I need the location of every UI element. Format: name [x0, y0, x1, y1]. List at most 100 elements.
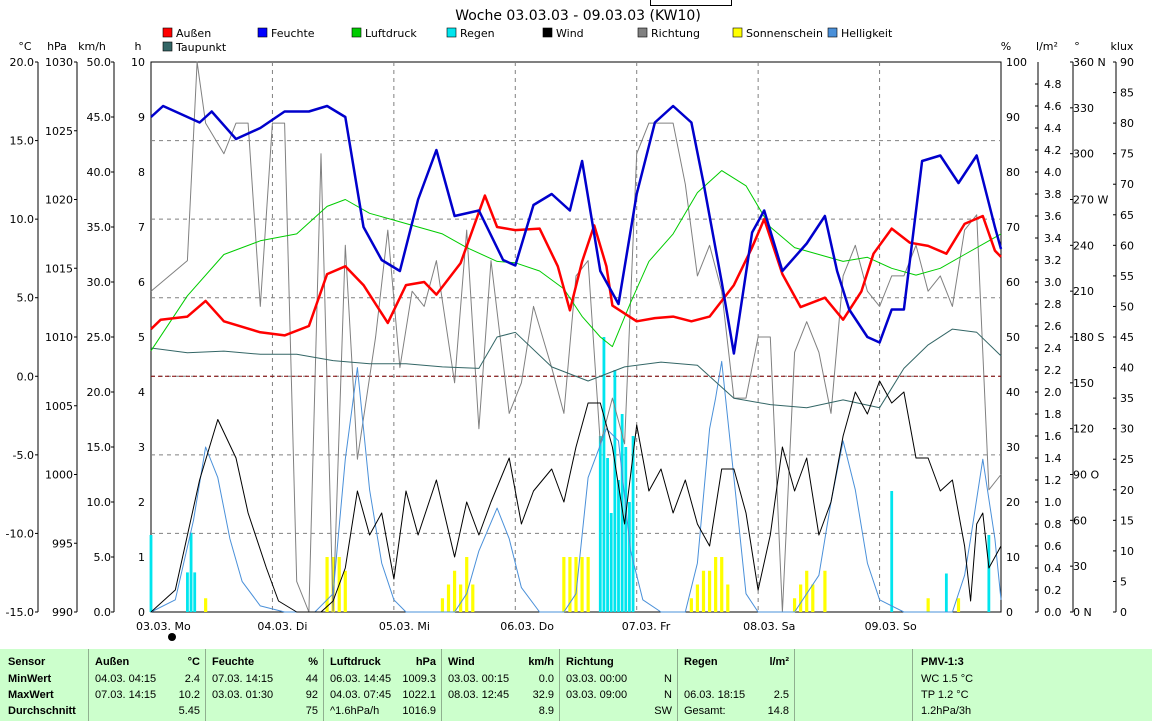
wind-max-time: 08.03. 12:45: [448, 689, 510, 701]
row-label-avg: Durchschnitt: [8, 705, 76, 717]
light-tick-label: 15: [1120, 514, 1134, 527]
line-feuchte: [150, 104, 1003, 355]
legend-label-außen: Außen: [176, 27, 211, 40]
luftdruck-min-time: 06.03. 14:45: [330, 673, 392, 685]
dir-tick-label: 180 S: [1073, 331, 1104, 344]
hum-tick-label: 30: [1006, 441, 1020, 454]
light-tick-label: 50: [1120, 300, 1134, 313]
rain-tick-label: 1.4: [1044, 452, 1062, 465]
legend-label-regen: Regen: [460, 27, 495, 40]
feuchte-unit: %: [308, 656, 318, 668]
bar-regen: [987, 535, 991, 612]
chart-title: Woche 03.03.03 - 09.03.03 (KW10): [455, 8, 701, 24]
light-tick-label: 60: [1120, 239, 1134, 252]
richtung-min-value: N: [664, 673, 672, 685]
bar-sonnenschein: [471, 584, 475, 612]
wind-tick-label: 15.0: [87, 441, 112, 454]
aussen-avg-value: 5.45: [178, 705, 200, 717]
legend-swatch-sonnenschein: [732, 27, 743, 38]
dir-unit-label: °: [1074, 40, 1080, 53]
rain-unit-label: l/m²: [1036, 40, 1058, 53]
chart-axes: 20.015.010.05.00.0-5.0-10.0-15.0°C103010…: [6, 40, 1134, 641]
dir-tick-label: 30: [1073, 560, 1087, 573]
luftdruck-column: Luftdruck hPa 06.03. 14:45 1009.3 04.03.…: [323, 649, 442, 721]
rain-tick-label: 0.0: [1044, 606, 1062, 619]
bar-regen: [624, 447, 628, 612]
rain-tick-label: 1.2: [1044, 474, 1062, 487]
sun-tick-label: 3: [138, 441, 145, 454]
bar-regen: [193, 572, 197, 612]
feuchte-avg-value: 75: [305, 705, 318, 717]
wind-tick-label: 20.0: [87, 386, 112, 399]
sun-tick-label: 7: [138, 221, 145, 234]
aussen-max-value: 10.2: [178, 689, 200, 701]
wind-max-value: 32.9: [532, 689, 554, 701]
bar-sonnenschein: [707, 570, 712, 612]
wind-tick-label: 45.0: [87, 111, 112, 124]
rain-tick-label: 1.8: [1044, 408, 1062, 421]
bar-sonnenschein: [956, 598, 961, 612]
light-tick-label: 80: [1120, 117, 1134, 130]
luftdruck-max-time: 04.03. 07:45: [330, 689, 392, 701]
press-unit-label: hPa: [47, 40, 67, 53]
row-label-header: Sensor: [8, 656, 46, 668]
press-tick-label: 995: [52, 537, 73, 550]
press-tick-label: 1025: [45, 125, 73, 138]
hum-tick-label: 80: [1006, 166, 1020, 179]
bar-sonnenschein: [459, 584, 463, 612]
chart-grid: [150, 61, 1002, 613]
row-label-max: MaxWert: [8, 689, 54, 701]
temp-tick-label: 10.0: [10, 213, 35, 226]
press-tick-label: 1010: [45, 331, 73, 344]
legend-label-richtung: Richtung: [651, 27, 700, 40]
rain-tick-label: 4.6: [1044, 100, 1062, 113]
rain-tick-label: 2.4: [1044, 342, 1062, 355]
wind-unit: km/h: [528, 656, 554, 668]
bar-regen: [186, 572, 189, 612]
empty-column: [794, 649, 913, 721]
rain-tick-label: 2.8: [1044, 298, 1062, 311]
legend-swatch-wind: [542, 27, 553, 38]
regen-max-value: 2.5: [773, 689, 789, 701]
x-tick-label: 06.03. Do: [500, 620, 554, 633]
x-tick-label: 03.03. Mo: [136, 620, 191, 633]
light-tick-label: 40: [1120, 362, 1134, 375]
rain-tick-label: 4.8: [1044, 78, 1062, 91]
wind-avg-value: 8.9: [538, 705, 554, 717]
bar-sonnenschein: [701, 570, 706, 612]
light-tick-label: 65: [1120, 209, 1134, 222]
plot-area: [150, 61, 1002, 613]
bar-sonnenschein: [586, 557, 590, 612]
wind-title: Wind: [448, 656, 475, 668]
sun-tick-label: 10: [131, 56, 145, 69]
luftdruck-unit: hPa: [415, 656, 436, 668]
bar-regen: [620, 414, 624, 612]
bar-regen: [606, 458, 609, 612]
legend-label-feuchte: Feuchte: [271, 27, 315, 40]
wind-tick-label: 40.0: [87, 166, 112, 179]
press-tick-label: 1020: [45, 194, 73, 207]
dir-tick-label: 150: [1073, 377, 1094, 390]
light-tick-label: 55: [1120, 270, 1134, 283]
wind-tick-label: 35.0: [87, 221, 112, 234]
press-tick-label: 1015: [45, 262, 73, 275]
hum-tick-label: 0: [1006, 606, 1013, 619]
richtung-title: Richtung: [566, 656, 614, 668]
legend-swatch-richtung: [637, 27, 648, 38]
light-tick-label: 20: [1120, 484, 1134, 497]
hum-tick-label: 40: [1006, 386, 1020, 399]
bar-regen: [602, 337, 606, 612]
light-tick-label: 25: [1120, 453, 1134, 466]
regen-title: Regen: [684, 656, 718, 668]
line-außen: [150, 194, 1002, 337]
bar-sonnenschein: [714, 557, 718, 612]
light-tick-label: 30: [1120, 423, 1134, 436]
wind-unit-label: km/h: [78, 40, 106, 53]
wind-tick-label: 25.0: [87, 331, 112, 344]
dir-tick-label: 60: [1073, 514, 1087, 527]
rain-tick-label: 2.2: [1044, 364, 1062, 377]
aussen-title: Außen: [95, 656, 130, 668]
bar-sonnenschein: [574, 557, 578, 612]
legend-swatch-helligkeit: [827, 27, 838, 38]
legend-label-taupunkt: Taupunkt: [175, 41, 227, 54]
